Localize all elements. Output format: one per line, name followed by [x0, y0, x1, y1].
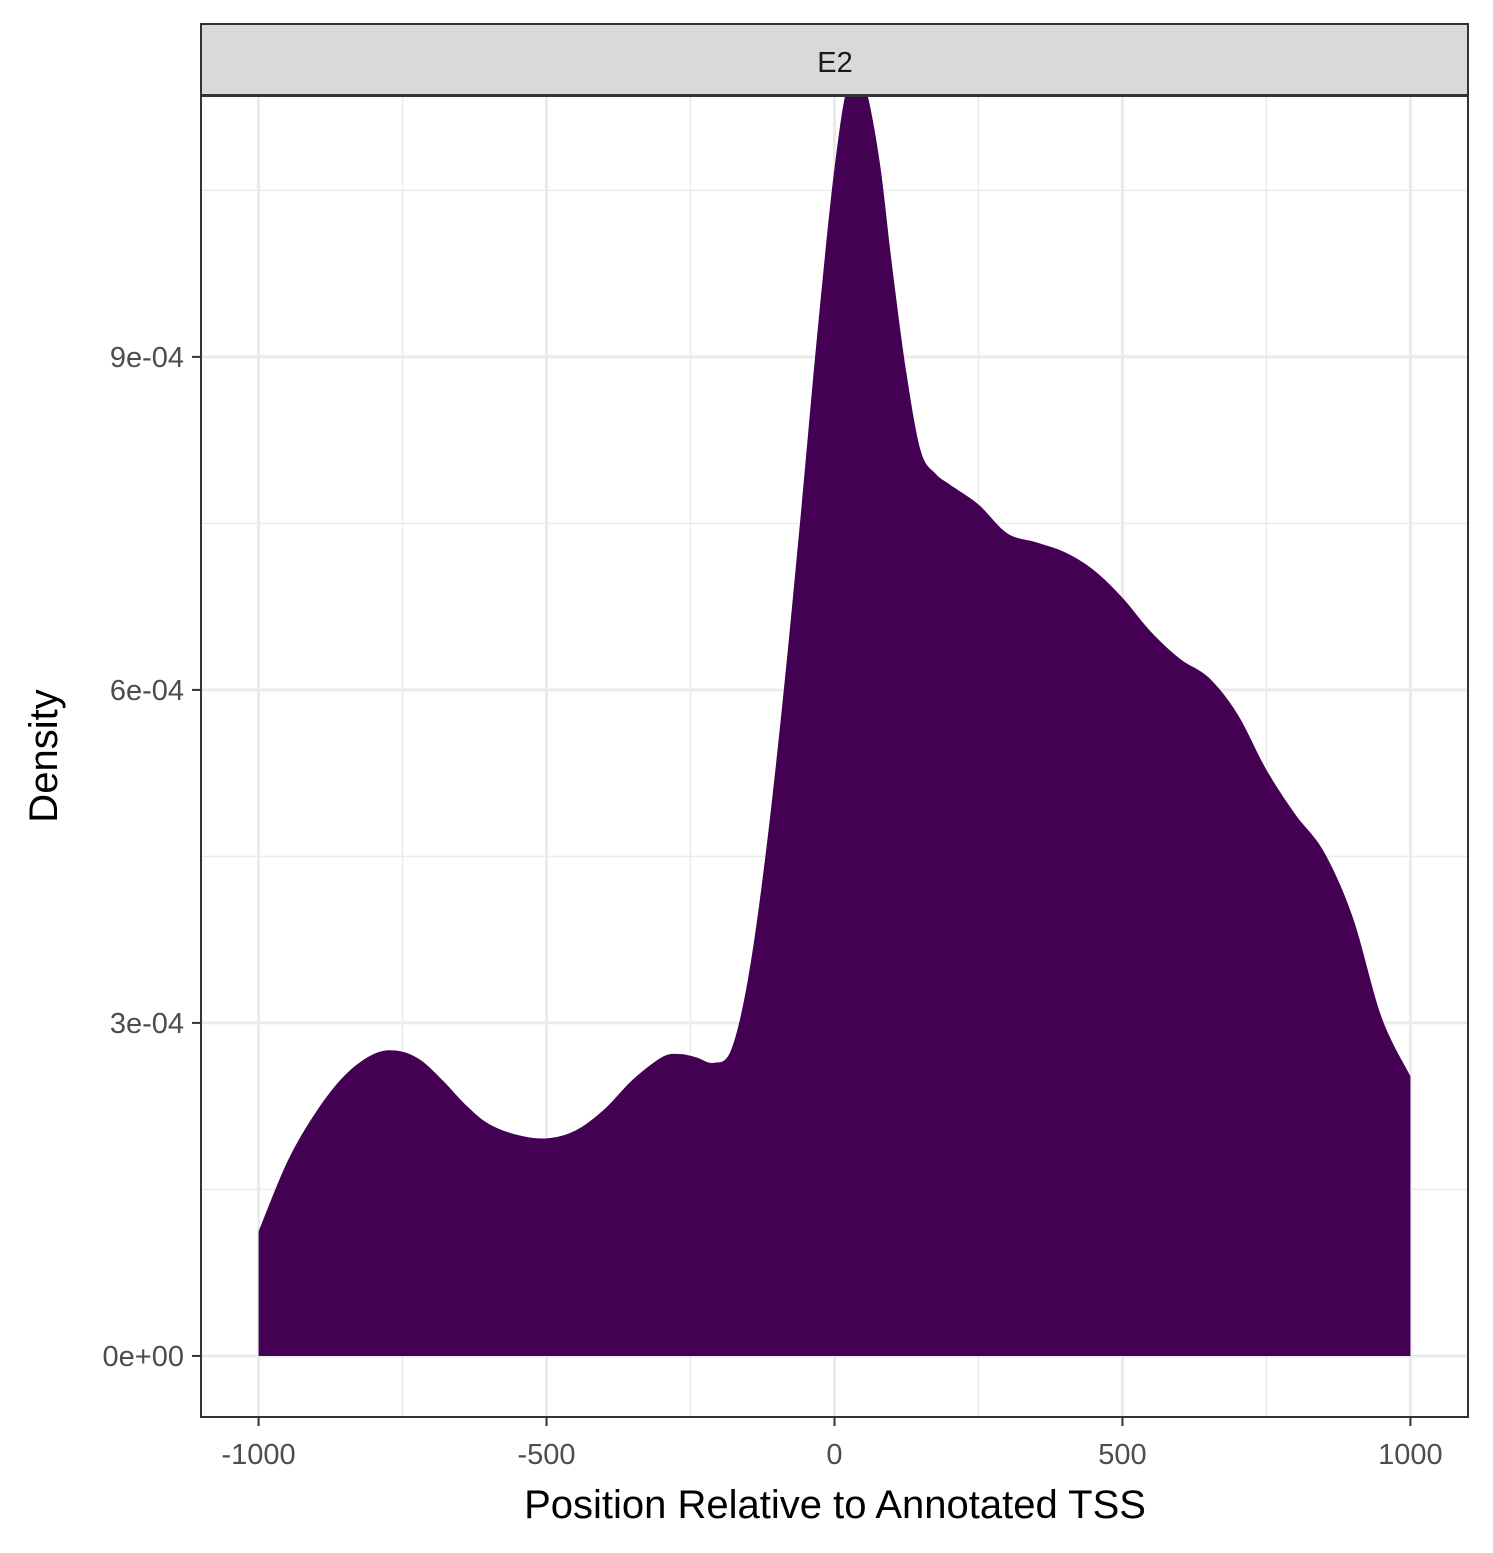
x-axis-title: Position Relative to Annotated TSS	[524, 1483, 1146, 1527]
x-axis: -1000 -500 0 500 1000	[222, 1417, 1443, 1471]
x-tick-label: -500	[518, 1439, 576, 1471]
y-tick-label: 6e-04	[110, 675, 184, 707]
facet-strip: E2	[200, 23, 1469, 96]
facet-strip-label: E2	[817, 47, 852, 79]
density-area	[258, 77, 1411, 1356]
y-axis-title: Density	[22, 689, 66, 822]
y-axis: 0e+00 3e-04 6e-04 9e-04	[103, 342, 201, 1373]
x-tick-label: 1000	[1378, 1439, 1443, 1471]
y-tick-label: 3e-04	[110, 1008, 184, 1040]
x-tick-label: 500	[1098, 1439, 1146, 1471]
facet-strip-background	[200, 23, 1469, 96]
y-tick-label: 0e+00	[103, 1341, 184, 1373]
x-tick-label: 0	[826, 1439, 842, 1471]
x-tick-label: -1000	[222, 1439, 296, 1471]
y-tick-label: 9e-04	[110, 342, 184, 374]
